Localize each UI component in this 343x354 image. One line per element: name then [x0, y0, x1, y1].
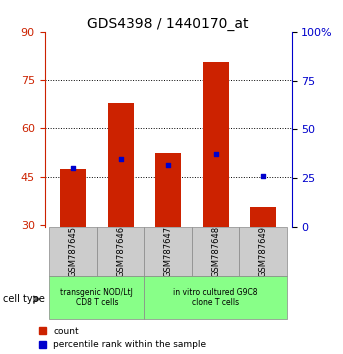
Bar — [202, 62, 229, 227]
Point — [213, 151, 218, 157]
Bar — [49, 276, 144, 319]
Bar — [239, 227, 287, 276]
Bar — [107, 103, 134, 227]
Bar — [250, 207, 276, 227]
Bar — [144, 227, 192, 276]
Legend: count, percentile rank within the sample: count, percentile rank within the sample — [39, 327, 206, 349]
Text: GSM787647: GSM787647 — [164, 226, 173, 277]
Point — [118, 156, 123, 162]
Point — [70, 165, 76, 171]
Text: transgenic NOD/LtJ
CD8 T cells: transgenic NOD/LtJ CD8 T cells — [60, 288, 133, 307]
Text: GSM787648: GSM787648 — [211, 226, 220, 277]
Bar — [155, 153, 181, 227]
Text: GSM787645: GSM787645 — [69, 226, 78, 277]
Text: in vitro cultured G9C8
clone T cells: in vitro cultured G9C8 clone T cells — [173, 288, 258, 307]
Bar — [192, 227, 239, 276]
Point — [260, 173, 266, 179]
Text: cell type: cell type — [3, 294, 45, 304]
Bar — [60, 169, 86, 227]
Text: GSM787646: GSM787646 — [116, 226, 125, 277]
Bar — [49, 227, 97, 276]
Bar — [144, 276, 287, 319]
Text: GSM787649: GSM787649 — [259, 226, 268, 277]
Title: GDS4398 / 1440170_at: GDS4398 / 1440170_at — [87, 17, 249, 31]
Point — [165, 162, 171, 168]
Bar — [97, 227, 144, 276]
